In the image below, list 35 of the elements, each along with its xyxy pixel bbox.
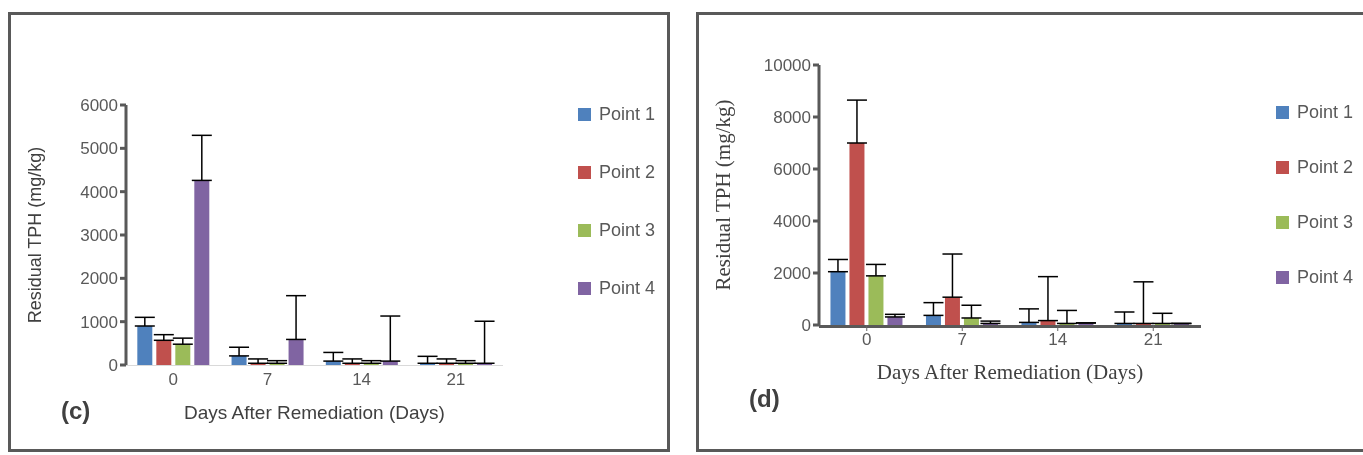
x-tick-label: 7	[262, 370, 273, 390]
x-tick-label: 0	[168, 370, 178, 390]
y-tick-label: 6000	[773, 160, 811, 180]
y-axis-title: Residual TPH (mg/kg)	[25, 146, 46, 324]
legend-label: Point 2	[1295, 156, 1353, 179]
legend-label: Point 2	[597, 160, 655, 184]
y-tick-label: 0	[108, 356, 118, 376]
legend-label: Point 1	[597, 102, 655, 126]
y-tick-label: 2000	[773, 264, 811, 284]
text: (d)	[749, 385, 780, 413]
y-tick-label: 1000	[80, 312, 118, 332]
y-tick-label: 4000	[773, 212, 811, 232]
legend-label: Point 3	[1295, 211, 1353, 234]
x-tick-label: 7	[957, 330, 967, 350]
y-tick-label: 6000	[80, 96, 118, 116]
legend-label: Point 4	[1295, 266, 1353, 289]
x-tick-label: 0	[862, 330, 872, 350]
x-tick-label: 14	[352, 370, 372, 390]
x-axis-title: Days After Remediation (Days)	[876, 360, 1144, 384]
y-tick-label: 10000	[763, 56, 811, 76]
y-tick-label: 0	[801, 316, 811, 336]
legend-label: Point 4	[597, 276, 655, 300]
x-axis-title: Days After Remediation (Days)	[184, 402, 445, 423]
y-axis-title: Residual TPH (mg/kg)	[711, 99, 736, 291]
y-tick-label: 4000	[80, 182, 118, 202]
legend-label: Point 1	[1295, 101, 1353, 124]
text: (c)	[61, 397, 91, 425]
x-tick-label: 14	[1048, 330, 1068, 350]
x-tick-label: 21	[1143, 330, 1163, 350]
legend-label: Point 3	[597, 218, 655, 242]
y-tick-label: 2000	[80, 269, 118, 289]
y-tick-label: 3000	[80, 226, 118, 246]
x-tick-label: 21	[446, 370, 466, 390]
y-tick-label: 8000	[773, 108, 811, 128]
y-tick-label: 5000	[80, 139, 118, 159]
